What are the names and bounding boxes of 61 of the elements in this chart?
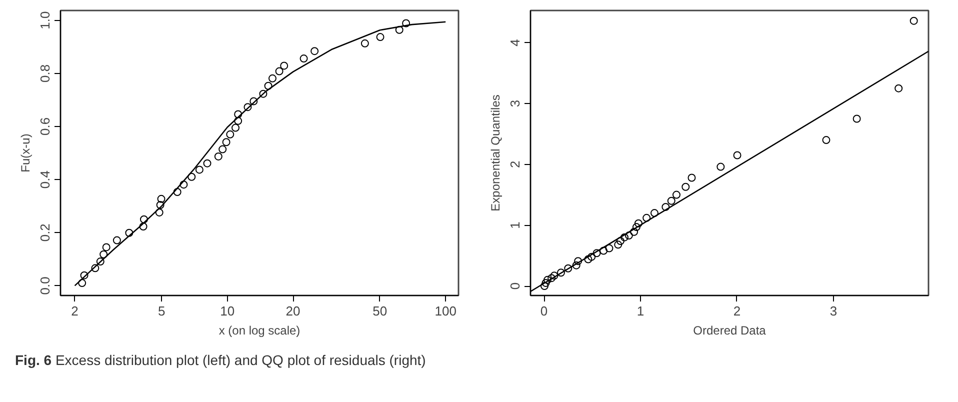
x-axis-title: Ordered Data — [693, 324, 766, 338]
point — [852, 114, 861, 123]
point — [894, 84, 903, 92]
x-tick-label: 3 — [830, 304, 838, 318]
point — [584, 255, 592, 264]
x-tick-label: 100 — [434, 304, 456, 318]
point — [574, 257, 582, 266]
x-tick-label: 20 — [286, 304, 300, 318]
x-tick-label: 0 — [540, 304, 548, 318]
y-tick-label: 3 — [508, 100, 522, 108]
point — [542, 278, 550, 287]
point — [543, 276, 552, 284]
point — [605, 244, 614, 252]
x-tick-label: 1 — [636, 304, 644, 318]
y-tick-label: 4 — [508, 39, 522, 46]
y-tick-label: 1.0 — [38, 11, 52, 30]
point — [556, 268, 565, 277]
point — [600, 246, 608, 255]
point — [572, 261, 580, 270]
x-tick-label: 2 — [733, 304, 741, 318]
point — [630, 228, 638, 236]
point — [667, 196, 676, 205]
y-axis-title: Exponential Quantiles — [488, 94, 502, 212]
point — [616, 237, 624, 245]
x-tick-label: 2 — [71, 304, 78, 318]
y-tick-label: 0.6 — [38, 117, 52, 136]
y-tick-label: 0.8 — [38, 64, 52, 82]
point — [910, 16, 918, 25]
y-tick-label: 0 — [508, 282, 522, 290]
x-tick-label: 50 — [372, 304, 388, 318]
x-axis-title: x (on log scale) — [218, 324, 300, 338]
y-tick-label: 0.2 — [38, 224, 52, 242]
point — [642, 214, 651, 222]
point — [588, 252, 596, 261]
y-tick-label: 1 — [508, 222, 522, 229]
caption: Fig. 6 — [15, 352, 52, 368]
y-tick-label: 0.4 — [38, 170, 52, 189]
point — [733, 151, 742, 160]
point — [548, 274, 556, 282]
point — [682, 182, 690, 191]
point — [614, 240, 622, 249]
x-tick-label: 10 — [220, 304, 235, 318]
point — [624, 232, 633, 240]
point — [540, 282, 548, 290]
x-tick-label: 5 — [158, 304, 166, 318]
point — [650, 209, 658, 218]
point — [688, 174, 696, 182]
y-axis-title: Fu(x-u) — [18, 134, 32, 172]
point — [550, 272, 558, 280]
y-tick-label: 0.0 — [38, 276, 52, 295]
point — [822, 136, 830, 144]
point — [564, 264, 572, 272]
point — [662, 202, 670, 211]
point — [716, 162, 725, 171]
text: Excess distribution plot (left) and QQ plot of residuals (right) — [55, 352, 426, 368]
point — [620, 233, 628, 242]
y-tick-label: 2 — [508, 160, 522, 168]
point — [592, 249, 601, 258]
point — [672, 190, 680, 199]
point — [634, 219, 642, 228]
point — [632, 223, 640, 232]
